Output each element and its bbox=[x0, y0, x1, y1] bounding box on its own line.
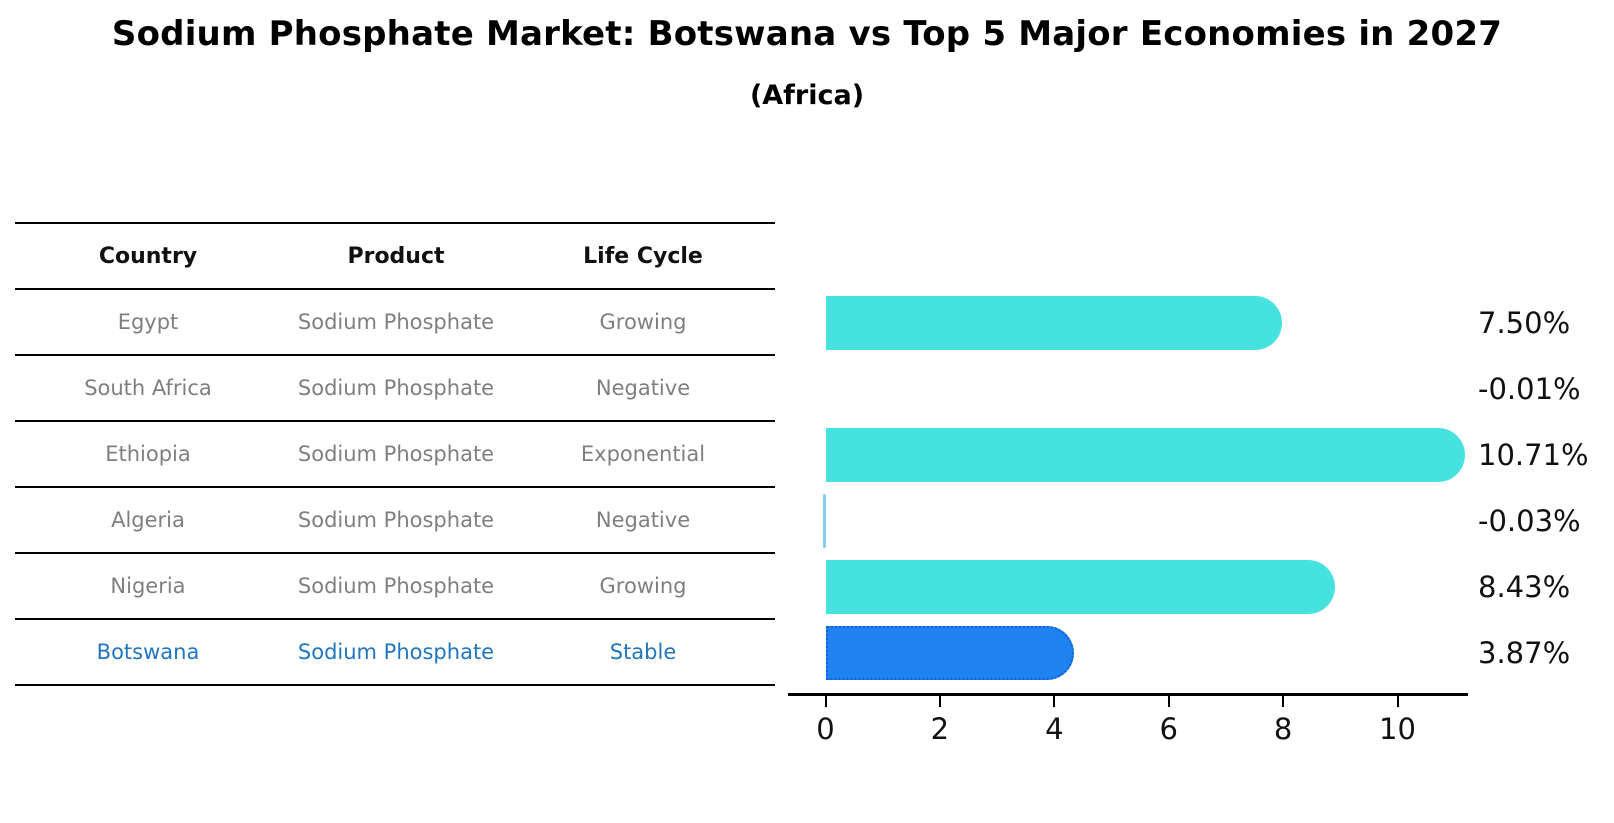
x-tick-6 bbox=[1167, 696, 1170, 707]
x-tick-label-2: 2 bbox=[930, 712, 950, 746]
table-row-ethiopia: Ethiopia Sodium Phosphate Exponential bbox=[15, 422, 775, 488]
x-tick-2 bbox=[938, 696, 941, 707]
cell-country-botswana: Botswana bbox=[96, 640, 200, 664]
x-tick-label-0: 0 bbox=[816, 712, 835, 746]
column-header-country: Country bbox=[98, 243, 198, 269]
x-tick-label-8: 8 bbox=[1273, 712, 1293, 746]
value-label-ethiopia: 10.71% bbox=[1478, 438, 1589, 472]
table-body: Egypt Sodium Phosphate Growing South Africa… bbox=[15, 290, 775, 686]
cell-country-nigeria: Nigeria bbox=[110, 574, 186, 598]
cell-country-algeria: Algeria bbox=[111, 508, 185, 532]
cell-product-ethiopia: Sodium Phosphate bbox=[297, 442, 495, 466]
cell-product-south-africa: Sodium Phosphate bbox=[297, 376, 495, 400]
column-header-lifecycle: Life Cycle bbox=[583, 243, 703, 269]
cell-product-algeria: Sodium Phosphate bbox=[297, 508, 495, 532]
x-tick-10 bbox=[1396, 696, 1399, 707]
value-label-botswana: 3.87% bbox=[1478, 636, 1571, 670]
cell-product-egypt: Sodium Phosphate bbox=[297, 310, 495, 334]
cell-life-cycle-ethiopia: Exponential bbox=[580, 442, 706, 466]
cell-product-botswana: Sodium Phosphate bbox=[297, 640, 495, 664]
cell-life-cycle-botswana: Stable bbox=[609, 640, 677, 664]
cell-country-south-africa: South Africa bbox=[84, 376, 212, 400]
cell-life-cycle-egypt: Growing bbox=[599, 310, 687, 334]
x-tick-0 bbox=[824, 696, 827, 707]
figure-subtitle: (Africa) bbox=[749, 80, 865, 111]
x-axis-line bbox=[788, 693, 1468, 696]
summary-table: Country Product Life Cycle Egypt Sodium P… bbox=[15, 222, 775, 686]
bar-algeria bbox=[822, 494, 826, 548]
value-label-algeria: -0.03% bbox=[1478, 504, 1581, 538]
bar-ethiopia bbox=[825, 428, 1466, 482]
figure-title: Sodium Phosphate Market: Botswana vs Top… bbox=[111, 14, 1503, 54]
table-header-row: Country Product Life Cycle bbox=[15, 222, 775, 290]
x-tick-label-4: 4 bbox=[1045, 712, 1064, 746]
bar-botswana bbox=[825, 626, 1074, 680]
table-row-botswana: Botswana Sodium Phosphate Stable bbox=[15, 620, 775, 686]
cell-country-egypt: Egypt bbox=[117, 310, 179, 334]
cell-life-cycle-nigeria: Growing bbox=[599, 574, 687, 598]
column-header-product: Product bbox=[347, 243, 445, 269]
table-row-nigeria: Nigeria Sodium Phosphate Growing bbox=[15, 554, 775, 620]
x-tick-label-10: 10 bbox=[1379, 712, 1416, 746]
bar-nigeria bbox=[825, 560, 1335, 614]
x-tick-8 bbox=[1282, 696, 1285, 707]
cell-country-ethiopia: Ethiopia bbox=[105, 442, 191, 466]
x-tick-4 bbox=[1053, 696, 1056, 707]
x-tick-label-6: 6 bbox=[1159, 712, 1178, 746]
table-row-algeria: Algeria Sodium Phosphate Negative bbox=[15, 488, 775, 554]
value-label-nigeria: 8.43% bbox=[1478, 570, 1571, 604]
table-row-south-africa: South Africa Sodium Phosphate Negative bbox=[15, 356, 775, 422]
bar-egypt bbox=[825, 296, 1282, 350]
value-label-south-africa: -0.01% bbox=[1478, 372, 1581, 406]
table-row-egypt: Egypt Sodium Phosphate Growing bbox=[15, 290, 775, 356]
cell-life-cycle-algeria: Negative bbox=[595, 508, 691, 532]
cell-life-cycle-south-africa: Negative bbox=[595, 376, 691, 400]
value-label-egypt: 7.50% bbox=[1478, 306, 1571, 340]
cell-product-nigeria: Sodium Phosphate bbox=[297, 574, 495, 598]
